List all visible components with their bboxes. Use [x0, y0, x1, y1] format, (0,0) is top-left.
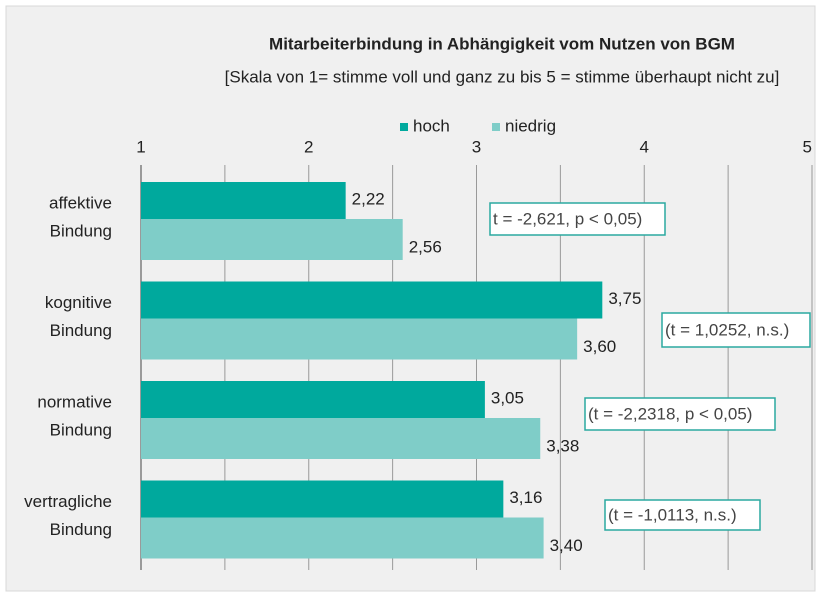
y-tick-label: Bindung: [50, 420, 112, 439]
data-label: 3,38: [546, 436, 579, 455]
bar: [141, 219, 403, 260]
x-tick-label: 1: [136, 137, 145, 156]
y-tick-label: vertragliche: [24, 492, 112, 511]
data-label: 2,56: [409, 237, 442, 256]
legend-label: hoch: [413, 116, 450, 135]
annotation-box: [489, 202, 666, 236]
bar: [141, 318, 578, 360]
annotation: (t = -1,0113, n.s.): [608, 505, 737, 524]
y-tick-label: normative: [37, 392, 112, 411]
y-tick-label: kognitive: [45, 293, 112, 312]
bar: [141, 517, 544, 559]
bar: [141, 281, 603, 319]
annotation: (t = -2,2318, p < 0,05): [588, 404, 752, 423]
bar: [141, 182, 346, 219]
data-label: 3,40: [550, 536, 583, 555]
x-tick-label: 3: [472, 137, 481, 156]
annotation-box: [584, 397, 776, 431]
data-label: 3,16: [509, 488, 542, 507]
data-label: 3,05: [491, 388, 524, 407]
chart-subtitle: [Skala von 1= stimme voll und ganz zu bi…: [225, 67, 780, 86]
x-tick-label: 4: [640, 137, 649, 156]
legend-swatch: [492, 123, 500, 131]
legend-label: niedrig: [505, 116, 556, 135]
y-tick-label: affektive: [49, 193, 112, 212]
legend-swatch: [400, 123, 408, 131]
data-label: 2,22: [352, 189, 385, 208]
x-tick-label: 2: [304, 137, 313, 156]
annotation: (t = 1,0252, n.s.): [665, 320, 789, 339]
x-tick-label: 5: [803, 137, 812, 156]
bar: [141, 418, 541, 459]
y-tick-label: Bindung: [50, 221, 112, 240]
bar: [141, 381, 485, 418]
data-label: 3,60: [583, 337, 616, 356]
annotation: t = -2,621, p < 0,05): [493, 209, 642, 228]
chart-title: Mitarbeiterbindung in Abhängigkeit vom N…: [269, 34, 735, 53]
y-tick-label: Bindung: [50, 520, 112, 539]
y-tick-label: Bindung: [50, 321, 112, 340]
data-label: 3,75: [608, 289, 641, 308]
annotation-box: [661, 312, 811, 348]
bar: [141, 480, 504, 518]
annotation-box: [604, 499, 761, 531]
